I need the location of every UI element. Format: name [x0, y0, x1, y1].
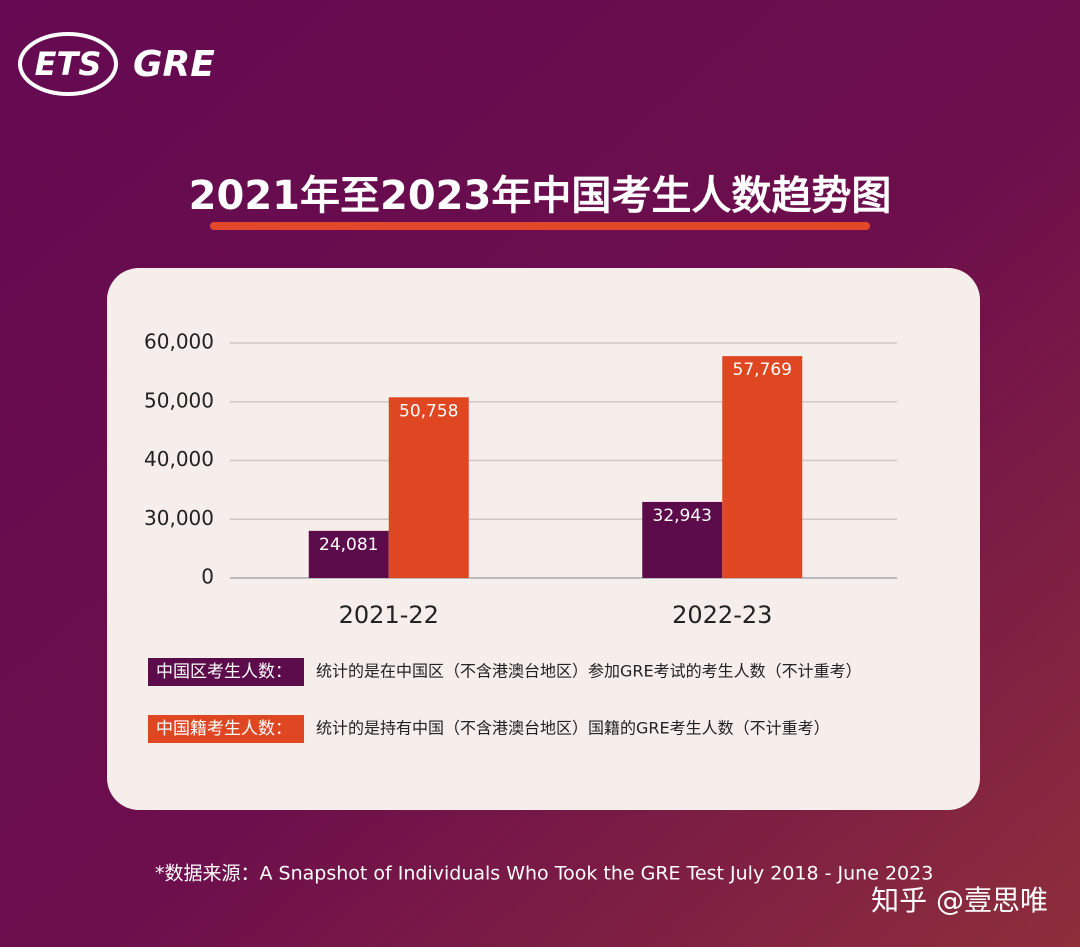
value-label: 57,769: [733, 360, 792, 380]
watermark: 知乎 @壹思唯: [871, 884, 1048, 917]
value-label: 50,758: [399, 401, 458, 421]
x-tick-label: 2021-22: [339, 601, 439, 629]
legend-label: 中国区考生人数：: [156, 662, 292, 682]
legend-description: 统计的是在中国区（不含港澳台地区）参加GRE考试的考生人数（不计重考）: [316, 662, 862, 681]
y-tick-label: 60,000: [144, 330, 214, 354]
logo-ring: [18, 32, 118, 96]
logo-brand: ETS: [35, 45, 102, 83]
bar: [308, 530, 389, 578]
legend-swatch: [148, 658, 304, 686]
source-note: *数据来源：A Snapshot of Individuals Who Took…: [155, 863, 933, 885]
y-tick-label: 0: [201, 565, 214, 589]
value-label: 24,081: [319, 535, 378, 555]
bar: [388, 397, 469, 578]
legend-description: 统计的是持有中国（不含港澳台地区）国籍的GRE考生人数（不计重考）: [316, 719, 830, 738]
x-tick-label: 2022-23: [672, 601, 772, 629]
legend-label: 中国籍考生人数：: [156, 719, 292, 739]
y-tick-label: 50,000: [144, 388, 214, 412]
y-tick-label: 30,000: [144, 506, 214, 530]
value-label: 32,943: [653, 506, 712, 526]
bar: [642, 501, 723, 578]
y-tick-label: 40,000: [144, 447, 214, 471]
logo-product: GRE: [133, 44, 215, 85]
chart-title: 2021年至2023年中国考生人数趋势图: [189, 173, 892, 219]
bar: [722, 356, 803, 578]
title-underline: [210, 222, 870, 230]
legend-swatch: [148, 715, 304, 743]
